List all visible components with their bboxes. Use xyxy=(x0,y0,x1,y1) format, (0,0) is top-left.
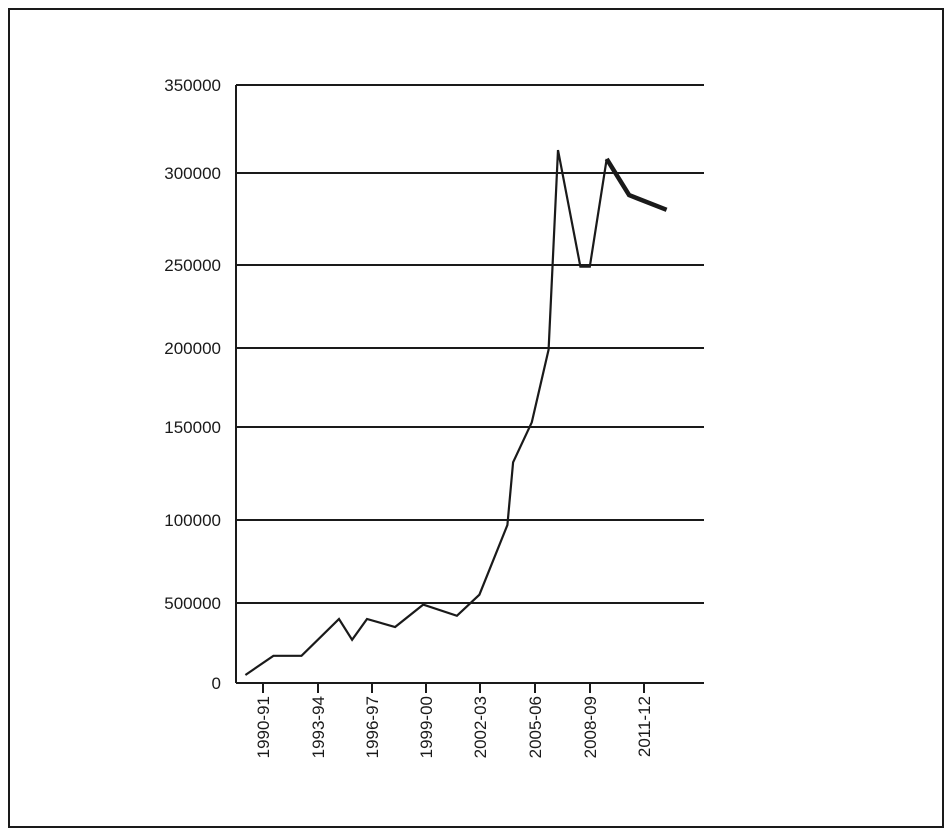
y-tick-label: 100000 xyxy=(164,511,221,530)
y-tick-label: 0 xyxy=(212,674,221,693)
series-line-1 xyxy=(244,149,608,676)
gridlines xyxy=(236,84,704,604)
axes xyxy=(235,85,704,684)
x-tick-label: 2011-12 xyxy=(635,696,654,757)
y-axis-tick-labels: 0 500000 100000 150000 200000 250000 300000 350… xyxy=(164,76,221,693)
y-tick-label: 150000 xyxy=(164,418,221,437)
x-tick-label: 1999-00 xyxy=(417,696,436,758)
y-tick-label: 350000 xyxy=(164,76,221,95)
series-lines xyxy=(244,149,668,676)
x-tick-label: 2002-03 xyxy=(471,696,490,758)
x-tick-label: 1996-97 xyxy=(363,696,382,758)
x-axis-tick-labels: 1990-91 1993-94 1996-97 1999-00 2002-03 2005-… xyxy=(254,683,654,758)
x-tick-label: 2005-06 xyxy=(526,696,545,758)
y-tick-label: 200000 xyxy=(164,339,221,358)
x-tick-label: 2008-09 xyxy=(581,696,600,758)
x-tick-label: 1993-94 xyxy=(309,696,328,758)
y-tick-label: 250000 xyxy=(164,256,221,275)
series-line-2 xyxy=(604,157,668,212)
line-chart: 0 500000 100000 150000 200000 250000 300000 350… xyxy=(164,76,704,758)
y-tick-label: 300000 xyxy=(164,164,221,183)
x-tick-label: 1990-91 xyxy=(254,696,273,758)
y-tick-label: 500000 xyxy=(164,594,221,613)
